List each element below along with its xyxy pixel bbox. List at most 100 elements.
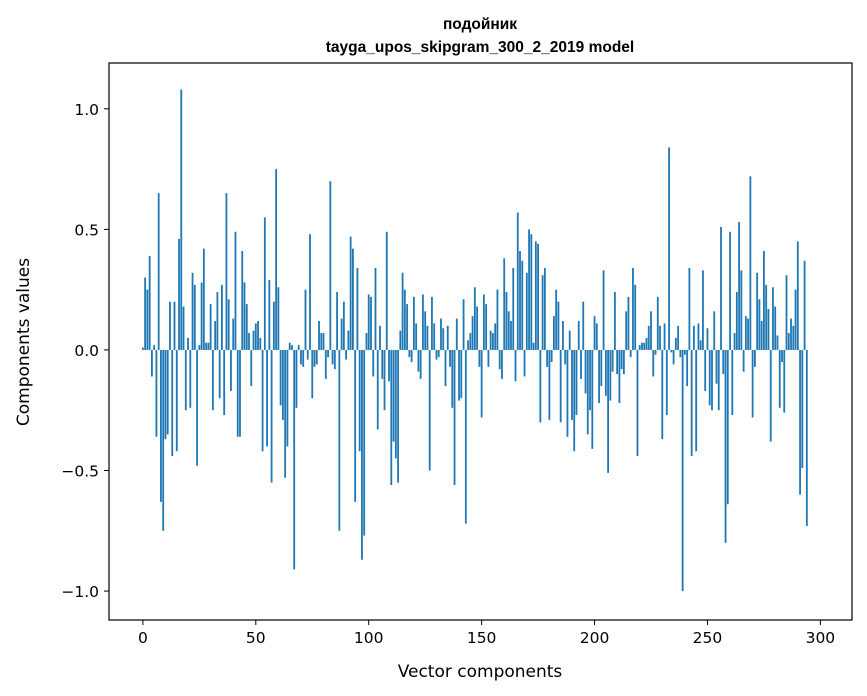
bar [532, 342, 535, 350]
bar [322, 333, 325, 350]
bar [799, 349, 801, 495]
bar [223, 349, 226, 416]
bar [300, 349, 302, 365]
bar [155, 349, 158, 437]
bar [485, 304, 488, 350]
bar [309, 234, 311, 350]
bar [566, 349, 569, 437]
bar [496, 289, 499, 350]
bar [652, 349, 655, 377]
bar [613, 292, 616, 350]
bar [672, 349, 675, 365]
bar [221, 284, 223, 350]
bar [760, 321, 763, 350]
bar [550, 349, 553, 362]
bar [153, 345, 156, 350]
bar [227, 299, 230, 350]
bar [442, 328, 445, 350]
bar [620, 349, 623, 370]
bar [184, 349, 187, 411]
bar [426, 325, 429, 350]
bar [663, 323, 666, 350]
y-tick-label: −0.5 [61, 463, 99, 481]
bar [638, 345, 641, 350]
bar [643, 342, 646, 350]
bar [419, 349, 422, 379]
bar [304, 289, 307, 350]
bar [778, 349, 781, 408]
bar [763, 251, 765, 350]
bar [575, 349, 578, 416]
bar [726, 349, 729, 505]
bar [173, 301, 176, 350]
bar [776, 335, 779, 350]
bar [365, 333, 368, 350]
bar [654, 349, 657, 355]
bar [232, 318, 235, 350]
bar [473, 287, 476, 350]
bar [679, 349, 682, 358]
bar [225, 193, 228, 350]
bar [349, 236, 352, 350]
bar [270, 349, 273, 483]
chart-title: подойник [443, 16, 517, 33]
bar [702, 270, 704, 350]
bar [358, 349, 361, 452]
bar [196, 349, 198, 466]
bar [480, 349, 483, 418]
bar [805, 349, 808, 526]
bar [338, 349, 341, 531]
bar [388, 349, 390, 382]
bar [302, 349, 305, 367]
y-tick-label: 0.5 [74, 221, 99, 239]
bar [336, 292, 338, 350]
bar [383, 349, 386, 411]
bar [632, 267, 634, 350]
bar [790, 318, 792, 350]
bar [306, 349, 309, 360]
bar [584, 349, 587, 394]
bar [552, 316, 555, 350]
bar [315, 349, 318, 365]
bar [623, 349, 625, 375]
bar [586, 349, 589, 435]
bar [433, 323, 436, 350]
bar [607, 349, 609, 473]
bar [492, 333, 494, 350]
bar [279, 349, 282, 406]
bar [740, 270, 743, 350]
bar [455, 318, 458, 350]
bar [397, 349, 399, 483]
bar [243, 282, 246, 350]
bar [523, 349, 526, 377]
bar [250, 349, 253, 387]
bar [281, 349, 284, 420]
bar [557, 301, 560, 350]
bar [284, 349, 287, 478]
bar [753, 349, 756, 367]
bar [178, 239, 180, 350]
bar [198, 345, 201, 350]
x-tick-label: 100 [354, 629, 384, 647]
bar [670, 349, 673, 353]
bar [175, 349, 178, 452]
bar [399, 330, 402, 350]
bar [218, 349, 221, 399]
bar [381, 349, 384, 379]
bar [562, 321, 564, 350]
bar [742, 349, 745, 372]
bar [738, 222, 740, 350]
x-tick-label: 150 [467, 629, 497, 647]
bar [417, 349, 420, 372]
bar [451, 349, 454, 408]
bar [555, 289, 558, 350]
bar [356, 267, 359, 350]
bar [767, 308, 770, 350]
bar [573, 349, 576, 452]
bar [604, 349, 607, 396]
bar [428, 349, 431, 471]
bar [209, 304, 212, 350]
bar [681, 349, 684, 592]
bar [275, 169, 278, 350]
bar [543, 267, 546, 350]
